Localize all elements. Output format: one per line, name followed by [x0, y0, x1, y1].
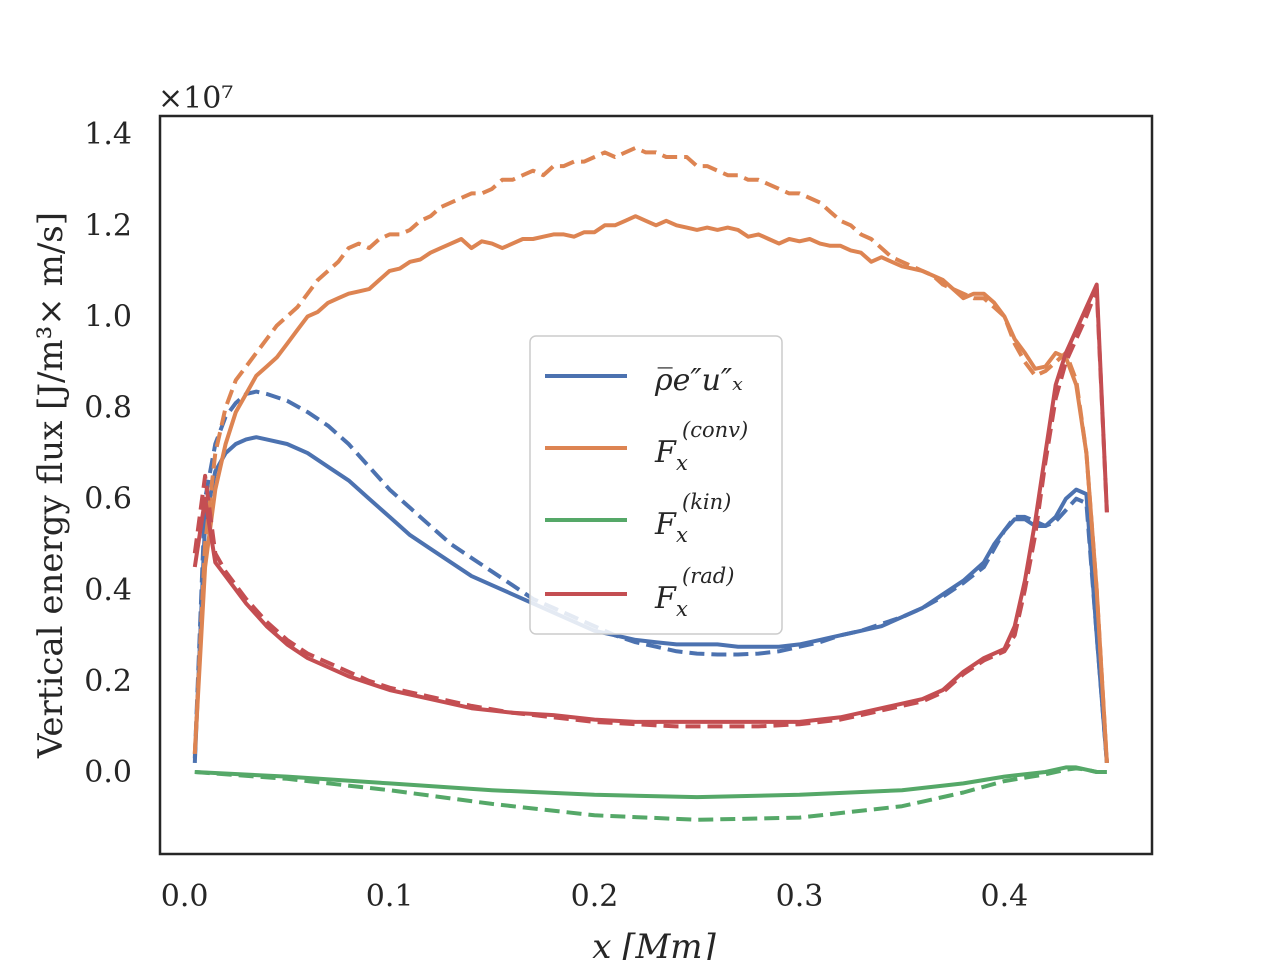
svg-text:F: F — [654, 581, 677, 616]
y-tick-label: 0.0 — [84, 755, 132, 790]
series-layer — [192, 145, 1109, 822]
legend: ρ̅e″u″ₓ F x (conv) F x (kin) F x (rad) — [529, 335, 783, 635]
x-axis-label: x [Mm] — [592, 927, 716, 960]
series-line-enthalpy_dashed — [192, 389, 1109, 764]
series-line-enthalpy — [192, 435, 1109, 764]
svg-text:x: x — [676, 451, 688, 475]
y-tick-label: 1.0 — [84, 299, 132, 334]
legend-label-enthalpy: ρ̅e″u″ₓ — [654, 363, 743, 398]
svg-text:(conv): (conv) — [682, 418, 748, 442]
x-tick-label: 0.4 — [981, 879, 1029, 914]
svg-text:x: x — [676, 597, 688, 621]
series-line-rad_dashed — [192, 287, 1109, 729]
svg-text:(rad): (rad) — [682, 564, 734, 588]
svg-text:F: F — [654, 435, 677, 470]
legend-label-kin: F x (kin) — [654, 490, 731, 547]
series-line-kin_dashed — [194, 766, 1107, 822]
y-axis-ticks: 0.0 0.2 0.4 0.6 0.8 1.0 1.2 1.4 — [84, 117, 132, 790]
x-axis-ticks: 0.0 0.1 0.2 0.3 0.4 — [161, 879, 1029, 914]
x-tick-label: 0.3 — [776, 879, 824, 914]
plot-frame — [158, 114, 1154, 856]
y-tick-label: 0.4 — [84, 573, 132, 608]
x-tick-label: 0.2 — [571, 879, 619, 914]
legend-label-rad: F x (rad) — [654, 564, 734, 621]
svg-text:(kin): (kin) — [682, 490, 731, 514]
y-tick-label: 1.2 — [84, 208, 132, 243]
svg-text:F: F — [654, 507, 677, 542]
y-tick-label: 0.6 — [84, 482, 132, 517]
x-tick-label: 0.0 — [161, 879, 209, 914]
x-tick-label: 0.1 — [366, 879, 414, 914]
y-axis-label: Vertical energy flux [J/m³× m/s] — [31, 212, 71, 759]
y-tick-label: 0.8 — [84, 391, 132, 426]
y-tick-label: 0.2 — [84, 664, 132, 699]
y-offset-label: ×10⁷ — [158, 81, 233, 116]
svg-text:x: x — [676, 523, 688, 547]
legend-box — [529, 335, 783, 635]
y-tick-label: 1.4 — [84, 117, 132, 152]
series-line-conv_dashed — [192, 145, 1109, 764]
legend-label-conv: F x (conv) — [654, 418, 748, 475]
